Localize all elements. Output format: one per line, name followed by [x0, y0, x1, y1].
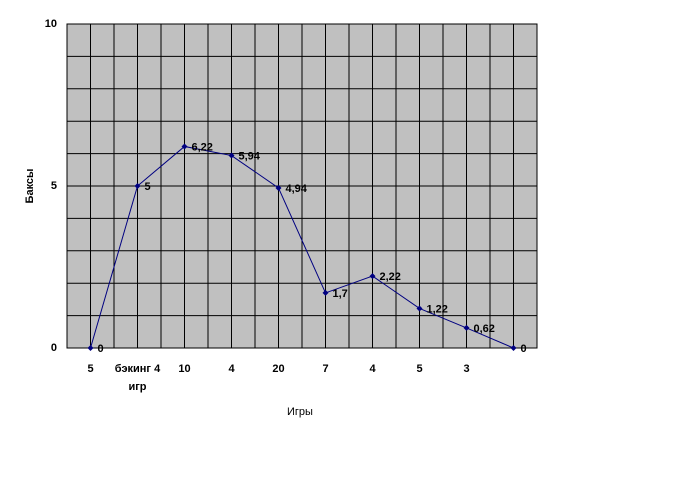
x-tick-label: 5	[87, 363, 94, 375]
x-tick-label: 3	[463, 363, 470, 375]
marker	[322, 289, 329, 296]
y-tick-label: 0	[51, 342, 57, 354]
x-tick-label: 7	[322, 363, 329, 375]
y-tick-label: 5	[51, 180, 57, 192]
marker	[416, 305, 423, 312]
marker	[228, 152, 235, 159]
marker	[181, 143, 188, 150]
marker	[463, 324, 470, 331]
marker	[134, 183, 141, 189]
marker	[87, 345, 94, 351]
data-label: 5,94	[239, 150, 261, 162]
marker	[275, 184, 282, 191]
data-label: 4,94	[286, 183, 308, 195]
line	[90, 145, 514, 349]
y-tick-label: 10	[45, 18, 57, 30]
x-tick-label: 5	[416, 363, 423, 375]
x-tick-label: 20	[272, 363, 285, 375]
x-tick-label: 10	[178, 363, 191, 375]
data-label: 0,62	[474, 323, 495, 335]
x-tick-label: 4	[369, 363, 376, 375]
marker	[369, 273, 376, 280]
x-axis-label: Игры	[287, 406, 313, 418]
data-label: 5	[145, 181, 151, 193]
marker	[510, 345, 517, 351]
data-label: 1,22	[427, 303, 448, 315]
data-label: 1,7	[333, 288, 348, 300]
data-label: 0	[98, 343, 104, 355]
data-label: 0	[521, 343, 527, 355]
data-label: 2,22	[380, 271, 401, 283]
x-tick-label: бэкинг 4 игр	[114, 363, 161, 393]
data-label: 6,22	[192, 141, 213, 153]
x-tick-label: 4	[228, 363, 235, 375]
y-axis-label: Баксы	[24, 169, 36, 204]
